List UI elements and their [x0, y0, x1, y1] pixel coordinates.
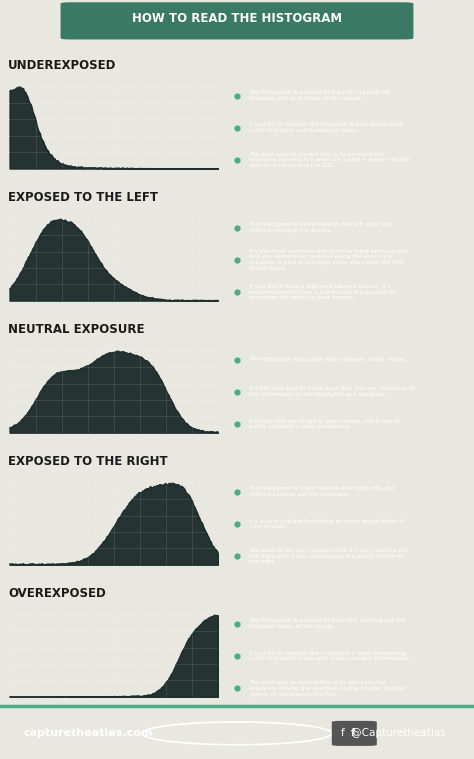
Text: UNDEREXPOSED: UNDEREXPOSED [8, 59, 117, 72]
Text: The best way to correct this is to decrease the
exposure closing the aperture, u: The best way to correct this is to decre… [249, 680, 405, 697]
Text: capturetheatlas.com: capturetheatlas.com [24, 729, 153, 739]
Text: The histogram is tilted towards the right side, but
without blowing out the high: The histogram is tilted towards the righ… [249, 487, 395, 497]
Text: The histogram falls under the midtones of the image.: The histogram falls under the midtones o… [249, 357, 407, 362]
Text: If you try to recover the shadows in post-processing,
you'll find color and lumi: If you try to recover the shadows in pos… [249, 122, 404, 133]
FancyBboxPatch shape [62, 3, 412, 39]
Text: HOW TO READ THE HISTOGRAM: HOW TO READ THE HISTOGRAM [132, 12, 342, 25]
Text: NEUTRAL EXPOSURE: NEUTRAL EXPOSURE [8, 323, 145, 336]
Text: EXPOSED TO THE LEFT: EXPOSED TO THE LEFT [8, 191, 158, 204]
Text: If you don't have a high-end camera sensor, it's
recommended to use a more neutr: If you don't have a high-end camera sens… [249, 284, 395, 301]
Text: The histogram is pushed to the left, clipping the
shadows and dark tones of the : The histogram is pushed to the left, cli… [249, 90, 391, 101]
Text: If you try to recover the highlights in post-processing,
you'll find white areas: If you try to recover the highlights in … [249, 650, 410, 661]
Text: The histogram is pushed to the right, burning out the
brightest tones of the ima: The histogram is pushed to the right, bu… [249, 619, 405, 629]
Text: It's the most common histogram in night photography,
and you need to be careful : It's the most common histogram in night … [249, 249, 410, 271]
Text: It's a very popular technique to avoid digital noise in
your images.: It's a very popular technique to avoid d… [249, 518, 404, 529]
Text: f: f [351, 729, 355, 739]
Text: EXPOSED TO THE RIGHT: EXPOSED TO THE RIGHT [8, 455, 168, 468]
Text: OVEREXPOSED: OVEREXPOSED [8, 587, 106, 600]
FancyBboxPatch shape [332, 721, 377, 746]
Text: It might look too bright in your screen, but it can be
easily adjusted in post-p: It might look too bright in your screen,… [249, 419, 401, 430]
Text: The histogram is tilted towards the left side, but
without crushing the blacks.: The histogram is tilted towards the left… [249, 222, 391, 233]
Text: f  @Capturetheatlas: f @Capturetheatlas [341, 729, 446, 739]
Text: You need to be very careful since it's very easy to clip
the highlights if you o: You need to be very careful since it's v… [249, 548, 409, 565]
Text: The best way to correct this is to increase the
exposure opening the aperture, u: The best way to correct this is to incre… [249, 152, 410, 168]
Text: It's the best way to make sure that you are capturing all
the information in the: It's the best way to make sure that you … [249, 386, 415, 397]
